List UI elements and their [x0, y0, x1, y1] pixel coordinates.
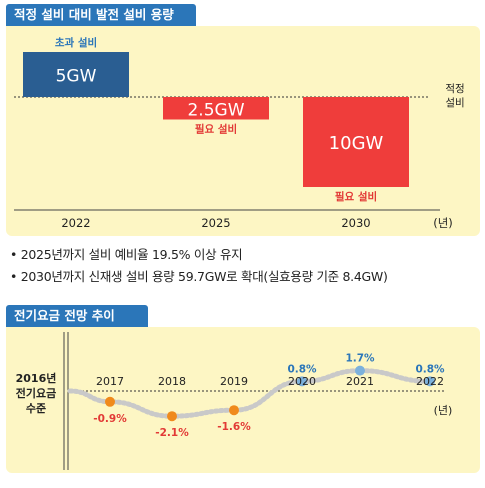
- x-tick-label: 2030: [341, 216, 370, 230]
- x-tick-label: 2018: [158, 375, 186, 388]
- base-label: 2016년: [16, 371, 57, 385]
- base-label: 수준: [26, 402, 46, 415]
- price-chart-panel: [6, 327, 480, 473]
- section2-title: 전기요금 전망 추이: [6, 305, 148, 327]
- bar-annotation: 초과 설비: [55, 36, 97, 49]
- bullet-text: 2030년까지 신재생 설비 용량 59.7GW로 확대(실효용량 기준 8.4…: [20, 269, 388, 284]
- data-label: -0.9%: [93, 413, 127, 425]
- x-tick-label: 2021: [346, 375, 374, 388]
- data-point-2020: [297, 376, 307, 387]
- section1-title: 적정 설비 대비 발전 설비 용량: [6, 4, 196, 26]
- series-line: [67, 368, 433, 419]
- bar-value-label: 2.5GW: [187, 100, 244, 120]
- bullet-text: 2025년까지 설비 예비율 19.5% 이상 유지: [20, 247, 243, 262]
- data-label: 0.8%: [415, 363, 445, 375]
- bar-annotation: 필요 설비: [335, 190, 377, 203]
- bullet-list: • 2025년까지 설비 예비율 19.5% 이상 유지 • 2030년까지 신…: [10, 244, 388, 288]
- x-tick-label: 2025: [201, 216, 230, 230]
- bullet-item: • 2030년까지 신재생 설비 용량 59.7GW로 확대(실효용량 기준 8…: [10, 269, 388, 284]
- x-tick-label: 2020: [288, 375, 316, 388]
- bar-2025: [163, 97, 269, 120]
- data-label: 1.7%: [345, 353, 375, 365]
- data-label: 0.8%: [287, 363, 317, 375]
- x-tick-label: 2017: [96, 375, 124, 388]
- data-label: -2.1%: [155, 427, 189, 439]
- x-tick-label: 2022: [61, 216, 90, 230]
- bar-annotation: 필요 설비: [195, 123, 237, 136]
- x-unit-label: (년): [434, 404, 453, 417]
- bar-2022: [23, 52, 129, 97]
- data-point-2022: [425, 376, 435, 387]
- bar-2030: [303, 97, 409, 187]
- base-label: 전기요금: [16, 386, 56, 400]
- data-point-2018: [167, 411, 177, 422]
- x-tick-label: 2022: [416, 375, 444, 388]
- reference-label: 적정: [445, 83, 464, 95]
- bar-value-label: 5GW: [56, 67, 97, 87]
- reference-label: 설비: [445, 97, 464, 109]
- data-point-2021: [355, 365, 365, 376]
- data-point-2017: [105, 396, 115, 407]
- data-point-2019: [229, 405, 239, 416]
- bullet-item: • 2025년까지 설비 예비율 19.5% 이상 유지: [10, 247, 243, 262]
- x-unit-label: (년): [433, 216, 453, 230]
- x-tick-label: 2019: [220, 375, 248, 388]
- data-label: -1.6%: [217, 421, 251, 433]
- bar-value-label: 10GW: [329, 133, 384, 154]
